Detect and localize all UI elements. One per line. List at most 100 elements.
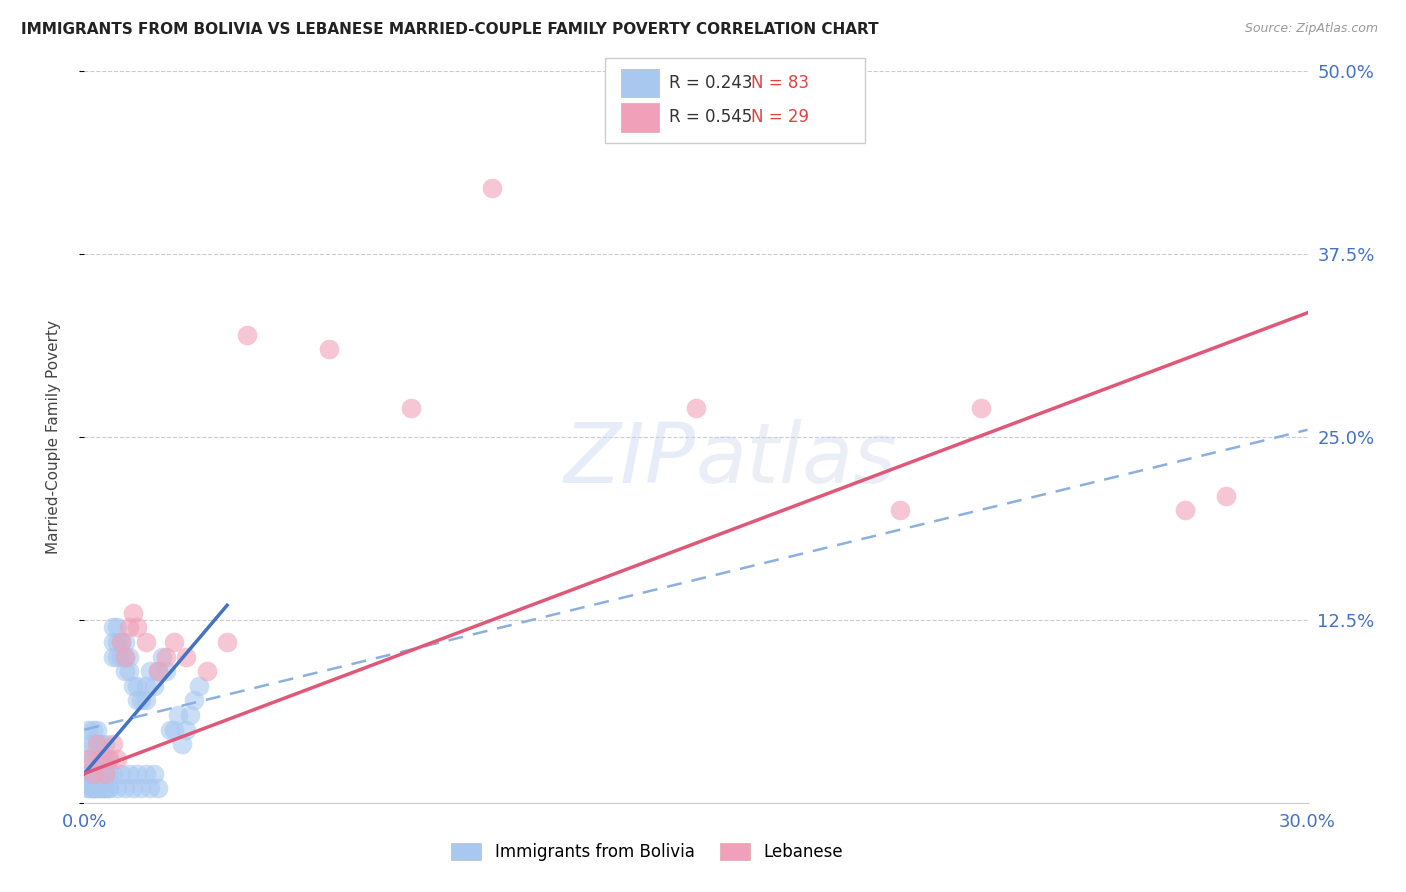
Point bbox=[110, 766, 132, 780]
Point bbox=[105, 620, 128, 634]
Point bbox=[97, 752, 120, 766]
Point bbox=[122, 679, 145, 693]
Point bbox=[127, 693, 149, 707]
Point bbox=[93, 766, 115, 780]
Text: ZIP: ZIP bbox=[564, 418, 696, 500]
Point bbox=[82, 781, 104, 796]
Point bbox=[135, 766, 157, 780]
Point bbox=[105, 752, 128, 766]
Point bbox=[1215, 489, 1237, 503]
Text: atlas: atlas bbox=[696, 418, 897, 500]
Point bbox=[138, 664, 160, 678]
Point bbox=[318, 343, 340, 357]
Point bbox=[131, 693, 153, 707]
Point bbox=[105, 781, 128, 796]
Point bbox=[685, 401, 707, 415]
Point bbox=[77, 781, 100, 796]
Point bbox=[970, 401, 993, 415]
Point bbox=[93, 781, 115, 796]
Point bbox=[127, 766, 149, 780]
Point bbox=[77, 766, 100, 780]
Point bbox=[77, 766, 100, 780]
Point bbox=[135, 635, 157, 649]
Point bbox=[399, 401, 422, 415]
Point bbox=[135, 679, 157, 693]
Point bbox=[195, 664, 218, 678]
Point bbox=[82, 781, 104, 796]
Text: Source: ZipAtlas.com: Source: ZipAtlas.com bbox=[1244, 22, 1378, 36]
Point bbox=[114, 664, 136, 678]
Point bbox=[118, 766, 141, 780]
Point bbox=[97, 781, 120, 796]
Point bbox=[174, 723, 197, 737]
Point bbox=[77, 752, 100, 766]
Point bbox=[183, 693, 205, 707]
Point bbox=[110, 649, 132, 664]
Point bbox=[135, 693, 157, 707]
Point bbox=[86, 752, 108, 766]
Point bbox=[146, 781, 169, 796]
Point bbox=[101, 737, 124, 751]
Point bbox=[155, 649, 177, 664]
Point bbox=[101, 766, 124, 780]
Point bbox=[122, 781, 145, 796]
Point bbox=[167, 708, 190, 723]
Point bbox=[174, 649, 197, 664]
Point bbox=[114, 649, 136, 664]
Point bbox=[114, 635, 136, 649]
Text: IMMIGRANTS FROM BOLIVIA VS LEBANESE MARRIED-COUPLE FAMILY POVERTY CORRELATION CH: IMMIGRANTS FROM BOLIVIA VS LEBANESE MARR… bbox=[21, 22, 879, 37]
Point bbox=[105, 635, 128, 649]
Point bbox=[86, 766, 108, 780]
Point bbox=[82, 723, 104, 737]
Point bbox=[90, 781, 112, 796]
Point bbox=[118, 620, 141, 634]
Point bbox=[150, 649, 173, 664]
Point bbox=[82, 752, 104, 766]
Point bbox=[90, 752, 112, 766]
Point bbox=[179, 708, 201, 723]
Point bbox=[118, 664, 141, 678]
Point bbox=[86, 781, 108, 796]
Point bbox=[187, 679, 209, 693]
Legend: Immigrants from Bolivia, Lebanese: Immigrants from Bolivia, Lebanese bbox=[444, 836, 849, 868]
Point bbox=[142, 766, 165, 780]
Text: N = 29: N = 29 bbox=[751, 108, 808, 127]
Point bbox=[110, 635, 132, 649]
Point bbox=[155, 664, 177, 678]
Point bbox=[77, 752, 100, 766]
Point bbox=[77, 781, 100, 796]
Point bbox=[86, 737, 108, 751]
Point bbox=[127, 620, 149, 634]
Point bbox=[93, 781, 115, 796]
Point bbox=[90, 752, 112, 766]
Text: R = 0.243: R = 0.243 bbox=[669, 74, 752, 92]
Point bbox=[217, 635, 239, 649]
Point bbox=[77, 737, 100, 751]
Point bbox=[163, 723, 186, 737]
Point bbox=[146, 664, 169, 678]
Point bbox=[159, 723, 181, 737]
Point bbox=[93, 766, 115, 780]
Point bbox=[97, 766, 120, 780]
Point bbox=[82, 737, 104, 751]
Point bbox=[138, 781, 160, 796]
Point bbox=[105, 649, 128, 664]
Point bbox=[90, 766, 112, 780]
Point bbox=[163, 635, 186, 649]
Y-axis label: Married-Couple Family Poverty: Married-Couple Family Poverty bbox=[46, 320, 60, 554]
Point bbox=[110, 635, 132, 649]
Point bbox=[97, 752, 120, 766]
Point bbox=[93, 766, 115, 780]
Point bbox=[118, 649, 141, 664]
Point bbox=[114, 649, 136, 664]
Point bbox=[82, 766, 104, 780]
Point bbox=[82, 766, 104, 780]
Point bbox=[122, 606, 145, 620]
Point bbox=[86, 781, 108, 796]
Point bbox=[127, 679, 149, 693]
Point bbox=[97, 781, 120, 796]
Text: N = 83: N = 83 bbox=[751, 74, 808, 92]
Point bbox=[236, 327, 259, 342]
Point bbox=[481, 181, 503, 195]
Point bbox=[86, 723, 108, 737]
